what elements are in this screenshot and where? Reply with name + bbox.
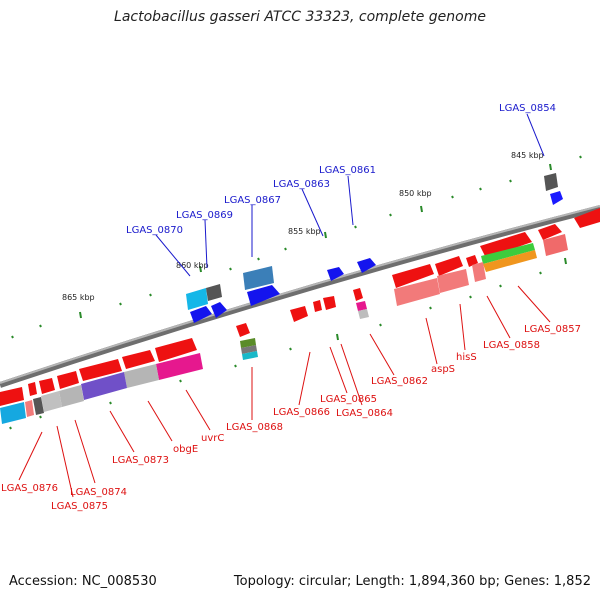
gene-tile: [394, 278, 440, 306]
ruler-tick-label: 855 kbp: [288, 227, 321, 236]
gene-tile: [544, 173, 558, 191]
gene-forward: [211, 302, 227, 318]
gene-reverse: [122, 350, 155, 369]
gene-tile: [358, 309, 369, 319]
gene-tile: [356, 301, 367, 311]
gene-tile: [124, 364, 159, 388]
gene-tile: [156, 353, 203, 380]
gene-tile: [483, 250, 537, 272]
gene-reverse: [466, 255, 478, 267]
gene-reverse: [57, 371, 79, 389]
ruler-dots: [9, 155, 582, 430]
ruler-tick-label: 865 kbp: [62, 293, 95, 302]
gene-tile: [240, 338, 256, 348]
gene-tile: [481, 243, 535, 264]
forward-genes: [0, 173, 563, 424]
gene-label: LGAS_0873: [112, 455, 169, 466]
gene-label: LGAS_0864: [336, 408, 393, 419]
gene-reverse: [353, 288, 363, 301]
gene-forward: [247, 285, 280, 306]
gene-label: LGAS_0857: [524, 324, 581, 335]
gene-tile: [25, 400, 34, 417]
gene-label: LGAS_0870: [126, 225, 183, 236]
gene-label: LGAS_0854: [499, 103, 556, 114]
ruler-tick-label: 850 kbp: [399, 189, 432, 198]
backbone: [0, 205, 600, 388]
gene-label: LGAS_0867: [224, 195, 281, 206]
gene-reverse: [313, 300, 322, 312]
gene-tile: [437, 269, 469, 293]
gene-reverse: [392, 264, 434, 288]
gene-reverse: [39, 378, 55, 394]
gene-label: LGAS_0869: [176, 210, 233, 221]
ruler-tick-label: 845 kbp: [511, 151, 544, 160]
gene-tile: [543, 234, 568, 256]
topology-text: Topology: circular; Length: 1,894,360 bp…: [233, 574, 591, 589]
gene-reverse: [574, 208, 600, 228]
gene-reverse: [480, 232, 532, 258]
gene-forward: [190, 306, 212, 323]
gene-label: obgE: [173, 444, 198, 455]
gene-tile: [186, 288, 208, 310]
gene-reverse: [0, 387, 24, 406]
gene-forward: [550, 191, 563, 205]
gene-reverse: [79, 359, 122, 381]
gene-reverse: [236, 323, 250, 337]
gene-label: LGAS_0868: [226, 422, 283, 433]
gene-reverse: [435, 256, 463, 276]
gene-forward: [357, 258, 376, 273]
gene-tile: [472, 262, 486, 282]
gene-tile: [206, 284, 222, 301]
ruler-labels: 845 kbp 850 kbp 855 kbp 860 kbp 865 kbp: [62, 151, 544, 302]
ruler-tick-label: 860 kbp: [176, 261, 209, 270]
gene-label: LGAS_0863: [273, 179, 330, 190]
gene-tile: [241, 345, 257, 354]
gene-reverse: [323, 296, 336, 310]
gene-reverse: [28, 382, 37, 396]
gene-tile: [33, 397, 44, 415]
accession-text: Accession: NC_008530: [9, 574, 157, 589]
reverse-genes: [0, 208, 600, 417]
forward-callouts: [155, 113, 545, 277]
reverse-callouts: [18, 285, 551, 498]
gene-tile: [242, 351, 258, 360]
gene-tile: [81, 372, 127, 400]
gene-label: LGAS_0875: [51, 501, 108, 512]
gene-label: uvrC: [201, 433, 224, 444]
gene-label: LGAS_0876: [1, 483, 58, 494]
gene-tile: [41, 391, 62, 412]
gene-label: LGAS_0858: [483, 340, 540, 351]
gene-reverse: [290, 306, 308, 322]
gene-label: hisS: [456, 352, 477, 363]
gene-forward: [327, 267, 344, 281]
gene-reverse: [155, 338, 197, 362]
gene-label: LGAS_0866: [273, 407, 330, 418]
gene-label: LGAS_0861: [319, 165, 376, 176]
gene-tile: [59, 385, 84, 407]
gene-tile: [0, 402, 26, 424]
gene-label: LGAS_0865: [320, 394, 377, 405]
map-title: Lactobacillus gasseri ATCC 33323, comple…: [114, 9, 486, 25]
reverse-labels: LGAS_0857 LGAS_0858 hisS aspS LGAS_0862 …: [1, 324, 581, 512]
gene-reverse: [538, 224, 562, 240]
gene-label: aspS: [431, 364, 455, 375]
gene-label: LGAS_0862: [371, 376, 428, 387]
forward-labels: LGAS_0854 LGAS_0861 LGAS_0863 LGAS_0867 …: [126, 103, 556, 236]
gene-label: LGAS_0874: [70, 487, 127, 498]
gene-tile: [243, 266, 274, 290]
